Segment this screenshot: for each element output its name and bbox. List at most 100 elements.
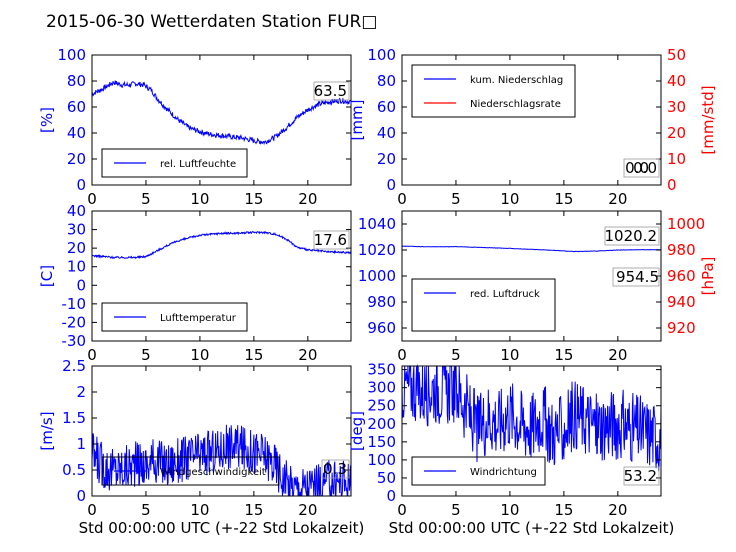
panel-temperature: 0 5 10 15 20-30-20-10010203040[C]Lufttempera…: [38, 202, 352, 364]
x-tick-label-pressure: 10: [500, 346, 519, 364]
y-tick-label-right-precipitation: 40: [667, 72, 686, 90]
y-tick-label-precipitation: 100: [367, 46, 396, 64]
panel-pressure: 0 5 10 15 20 960 980 1000 1020 1040 920 940 960 980 10…: [358, 210, 717, 364]
x-tick-label-winddirection: 15: [554, 501, 573, 519]
x-axis-label-winddirection: Std 00:00:00 UTC (+-22 Std Lokalzeit): [389, 519, 675, 537]
y-tick-label-humidity: 0: [76, 176, 86, 194]
y-axis-label-temperature: [C]: [38, 265, 56, 287]
y-tick-label-pressure: 1020: [358, 241, 396, 259]
y-tick-label-humidity: 40: [67, 124, 86, 142]
x-tick-label-windspeed: 10: [190, 501, 209, 519]
y-tick-label-winddirection: 0: [386, 487, 396, 505]
x-tick-label-precipitation: 0: [397, 190, 407, 208]
y-tick-label-humidity: 80: [67, 72, 86, 90]
y-tick-label-precipitation: 40: [377, 124, 396, 142]
x-tick-label-temperature: 20: [298, 346, 317, 364]
y-tick-label-windspeed: 0.5: [62, 461, 86, 479]
x-tick-label-pressure: 0: [397, 346, 407, 364]
x-tick-label-windspeed: 0: [87, 501, 97, 519]
value-label-box-pressure: [604, 226, 660, 246]
plot-frame-humidity: [91, 54, 352, 186]
y-tick-label-windspeed: 1.5: [62, 409, 86, 427]
y-axis-label-winddirection: [deg]: [348, 411, 366, 451]
value-label-box-winddirection: [623, 466, 660, 486]
y-tick-label-right-pressure: 960: [667, 267, 696, 285]
value-label-windspeed: 0.3: [323, 460, 347, 478]
x-tick-label-precipitation: 5: [451, 190, 461, 208]
x-tick-label-humidity: 10: [190, 190, 209, 208]
legend-label-pressure-0: red. Luftdruck: [470, 289, 540, 300]
legend-label-temperature-0: Lufttemperatur: [160, 313, 237, 324]
y-tick-label-temperature: 0: [76, 276, 86, 294]
y-tick-label-precipitation: 60: [377, 98, 396, 116]
x-tick-label-temperature: 10: [190, 346, 209, 364]
legend-box-windspeed: [101, 456, 280, 486]
x-tick-label-pressure: 5: [451, 346, 461, 364]
x-tick-label-pressure: 15: [554, 346, 573, 364]
y-tick-label-windspeed: 2: [76, 383, 86, 401]
y-tick-label-right-pressure: 980: [667, 241, 696, 259]
legend-label-precipitation-0: kum. Niederschlag: [470, 75, 563, 86]
x-tick-label-pressure: 20: [608, 346, 627, 364]
panel-humidity: 0 5 10 15 20 0 20 40 60 80 100 [%] rel. Luftfeuchte 6…: [38, 46, 352, 208]
y-tick-label-right-precipitation: 20: [667, 124, 686, 142]
y-axis-label-precipitation: [mm]: [348, 100, 366, 141]
legend-label-winddirection-0: Windrichtung: [470, 467, 537, 478]
panel-precipitation: 0 5 10 15 20 0 20 40 60 80 100 0 10 20 30 40 50 [mm] [mm/s…: [348, 46, 717, 208]
x-tick-label-humidity: 20: [298, 190, 317, 208]
value-label-temperature: 17.6: [314, 231, 347, 249]
y-tick-label-right-precipitation: 50: [667, 46, 686, 64]
plot-frame-temperature: [91, 210, 352, 342]
series-line-temperature-0: [91, 230, 352, 260]
x-tick-label-windspeed: 20: [298, 501, 317, 519]
x-tick-label-humidity: 5: [141, 190, 151, 208]
value-label-box-humidity: [313, 81, 350, 101]
x-axis-label-windspeed: Std 00:00:00 UTC (+-22 Std Lokalzeit): [79, 519, 365, 537]
y-axis-label-right-pressure: [hPa]: [699, 257, 717, 296]
figure-title: 2015-06-30 Wetterdaten Station FUR□: [46, 12, 377, 32]
value-label-box-temperature: [313, 230, 350, 250]
y-tick-label-right-precipitation: 10: [667, 150, 686, 168]
x-tick-label-temperature: 5: [141, 346, 151, 364]
y-tick-label-temperature: 40: [67, 202, 86, 220]
plot-frame-winddirection: [401, 365, 662, 497]
x-tick-label-humidity: 15: [244, 190, 263, 208]
y-tick-label-winddirection: 100: [367, 451, 396, 469]
y-tick-label-winddirection: 300: [367, 379, 396, 397]
legend-label-windspeed-0: Windgeschwindigkeit: [160, 467, 266, 478]
y-tick-label-winddirection: 350: [367, 361, 396, 379]
y-tick-label-right-pressure: 1000: [667, 215, 705, 233]
x-tick-label-winddirection: 20: [608, 501, 627, 519]
x-tick-label-windspeed: 5: [141, 501, 151, 519]
panel-windspeed: 0 5 10 15 20 0 0.5 1 1.5 2 2.5 [m/s] Std 00:00:00 UT…: [38, 357, 364, 537]
x-tick-label-winddirection: 5: [451, 501, 461, 519]
value-label-winddirection: 53.2: [624, 467, 657, 485]
legend-box-winddirection: [411, 456, 546, 486]
plot-frame-precipitation: [401, 54, 662, 186]
x-tick-label-temperature: 0: [87, 346, 97, 364]
y-tick-label-pressure: 1040: [358, 215, 396, 233]
y-tick-label-temperature: 30: [67, 221, 86, 239]
y-tick-label-windspeed: 2.5: [62, 357, 86, 375]
x-tick-label-humidity: 0: [87, 190, 97, 208]
y-axis-label-humidity: [%]: [38, 107, 56, 133]
y-tick-label-right-precipitation: 0: [667, 176, 677, 194]
y-tick-label-temperature: 10: [67, 258, 86, 276]
y-tick-label-pressure: 960: [367, 319, 396, 337]
legend-box-humidity: [101, 148, 248, 178]
y-tick-label-humidity: 20: [67, 150, 86, 168]
y-tick-label-windspeed: 1: [76, 435, 86, 453]
y-tick-label-right-pressure: 920: [667, 319, 696, 337]
value-label-2-box-pressure: [612, 267, 660, 287]
series-line-winddirection-0: [401, 364, 662, 472]
y-tick-label-windspeed: 0: [76, 487, 86, 505]
value-label-pressure: 1020.2: [605, 227, 658, 245]
y-axis-label-windspeed: [m/s]: [38, 411, 56, 450]
legend-label-humidity-0: rel. Luftfeuchte: [160, 159, 236, 170]
value-label-box-windspeed: [321, 459, 350, 479]
y-tick-label-pressure: 1000: [358, 267, 396, 285]
y-tick-label-winddirection: 50: [377, 469, 396, 487]
legend-box-pressure: [411, 278, 556, 332]
